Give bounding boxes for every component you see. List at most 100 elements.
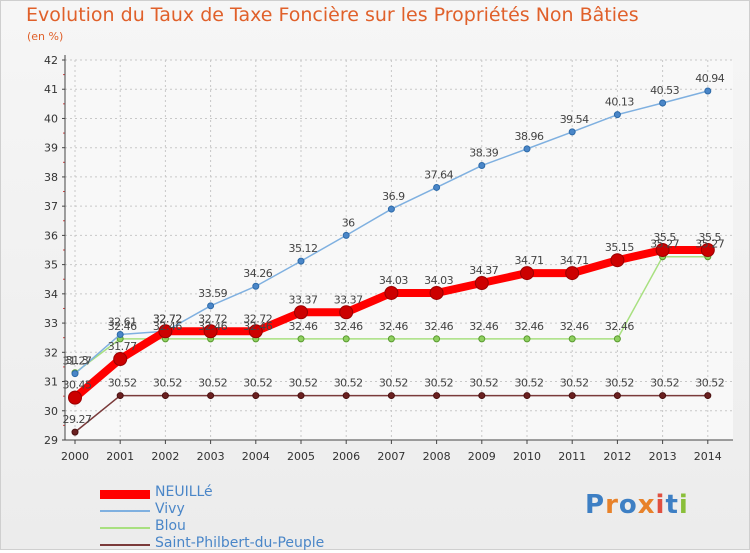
data-label: 35.5 [699, 231, 722, 244]
series-point-0 [700, 243, 715, 257]
data-label: 34.71 [515, 254, 544, 267]
y-tick-label: 31 [44, 376, 58, 389]
series-point-1 [297, 257, 305, 265]
y-tick-label: 29 [44, 434, 58, 447]
series-point-0 [294, 305, 308, 320]
data-label: 32.46 [289, 320, 318, 333]
series-point-3 [478, 392, 486, 400]
series-point-3 [704, 392, 712, 400]
series-point-0 [474, 276, 489, 291]
series-point-1 [704, 87, 712, 95]
data-label: 35.5 [653, 231, 676, 244]
proxiti-logo: Proxiti [585, 490, 689, 520]
series-point-3 [659, 392, 667, 400]
series-point-3 [387, 392, 395, 400]
series-point-3 [568, 392, 576, 400]
data-label: 35.27 [695, 238, 724, 251]
legend-label: Blou [155, 518, 186, 534]
data-label: 32.46 [469, 320, 498, 333]
data-label: 30.52 [560, 377, 589, 390]
data-label: 32.46 [605, 320, 634, 333]
data-label: 32.46 [334, 320, 363, 333]
data-label: 32.46 [198, 320, 227, 333]
series-point-3 [116, 392, 124, 400]
data-label: 34.03 [424, 274, 453, 287]
x-tick-label: 2002 [151, 450, 179, 463]
series-point-0 [113, 352, 128, 367]
y-tick-label: 42 [44, 54, 58, 67]
x-tick-label: 2010 [513, 450, 541, 463]
series-point-1 [71, 370, 79, 378]
data-label: 33.37 [289, 293, 318, 306]
data-label: 30.52 [695, 377, 724, 390]
data-label: 30.52 [605, 377, 634, 390]
data-label: 30.52 [153, 377, 182, 390]
plot-area [65, 60, 733, 440]
data-label: 38.39 [469, 147, 498, 160]
legend-swatch [100, 489, 150, 499]
data-label: 30.52 [515, 377, 544, 390]
series-point-2 [568, 335, 576, 343]
series-point-1 [433, 183, 441, 191]
series-point-0 [203, 324, 218, 339]
data-label: 40.53 [650, 84, 679, 97]
data-label: 32.61 [108, 315, 137, 328]
data-label: 35.15 [605, 241, 634, 254]
data-label: 32.46 [515, 320, 544, 333]
data-label: 32.72 [243, 312, 272, 325]
data-label: 31.3 [66, 354, 89, 367]
series-point-3 [523, 392, 531, 400]
data-label: 34.37 [469, 264, 498, 277]
data-label: 36.9 [382, 190, 405, 203]
data-label: 30.52 [198, 377, 227, 390]
data-label: 32.46 [108, 320, 137, 333]
series-point-0 [339, 305, 354, 320]
series-point-0 [68, 390, 82, 405]
series-point-1 [387, 205, 395, 213]
y-tick-label: 35 [44, 259, 58, 272]
x-tick-label: 2005 [287, 450, 315, 463]
data-label: 34.71 [560, 254, 589, 267]
x-tick-label: 2000 [61, 450, 89, 463]
series-point-3 [342, 392, 350, 400]
series-point-1 [613, 111, 621, 119]
data-label: 34.03 [379, 274, 408, 287]
legend-swatch [100, 544, 150, 546]
y-tick-label: 40 [44, 112, 58, 125]
series-point-3 [297, 392, 305, 400]
data-label: 31.27 [63, 355, 92, 368]
series-point-3 [613, 392, 621, 400]
data-label: 32.46 [424, 320, 453, 333]
y-tick-label: 30 [44, 405, 58, 418]
y-tick-label: 39 [44, 142, 58, 155]
data-label: 38.96 [515, 130, 544, 143]
series-point-1 [116, 330, 124, 338]
data-label: 30.45 [63, 379, 92, 392]
y-tick-label: 36 [44, 229, 58, 242]
legend-label: Saint-Philbert-du-Peuple [155, 535, 325, 551]
data-label: 40.94 [695, 72, 724, 85]
data-label: 30.52 [379, 377, 408, 390]
series-point-1 [342, 231, 350, 239]
series-point-0 [610, 253, 625, 268]
series-point-0 [520, 266, 534, 281]
data-label: 32.46 [379, 320, 408, 333]
x-tick-label: 2004 [242, 450, 270, 463]
legend-swatch [100, 527, 150, 529]
data-label: 32.72 [198, 312, 227, 325]
data-label: 32.72 [153, 312, 182, 325]
x-tick-label: 2007 [377, 450, 405, 463]
y-tick-label: 37 [44, 200, 58, 213]
series-point-0 [429, 285, 444, 300]
series-point-2 [297, 335, 305, 343]
data-label: 32.46 [243, 320, 272, 333]
series-point-0 [248, 324, 263, 339]
data-label: 35.27 [650, 238, 679, 251]
data-label: 32.72 [153, 312, 182, 325]
legend-label: NEUILLé [155, 484, 213, 500]
data-label: 36 [342, 216, 355, 229]
data-label: 39.54 [560, 113, 589, 126]
series-point-2 [478, 335, 486, 343]
data-label: 30.52 [243, 377, 272, 390]
